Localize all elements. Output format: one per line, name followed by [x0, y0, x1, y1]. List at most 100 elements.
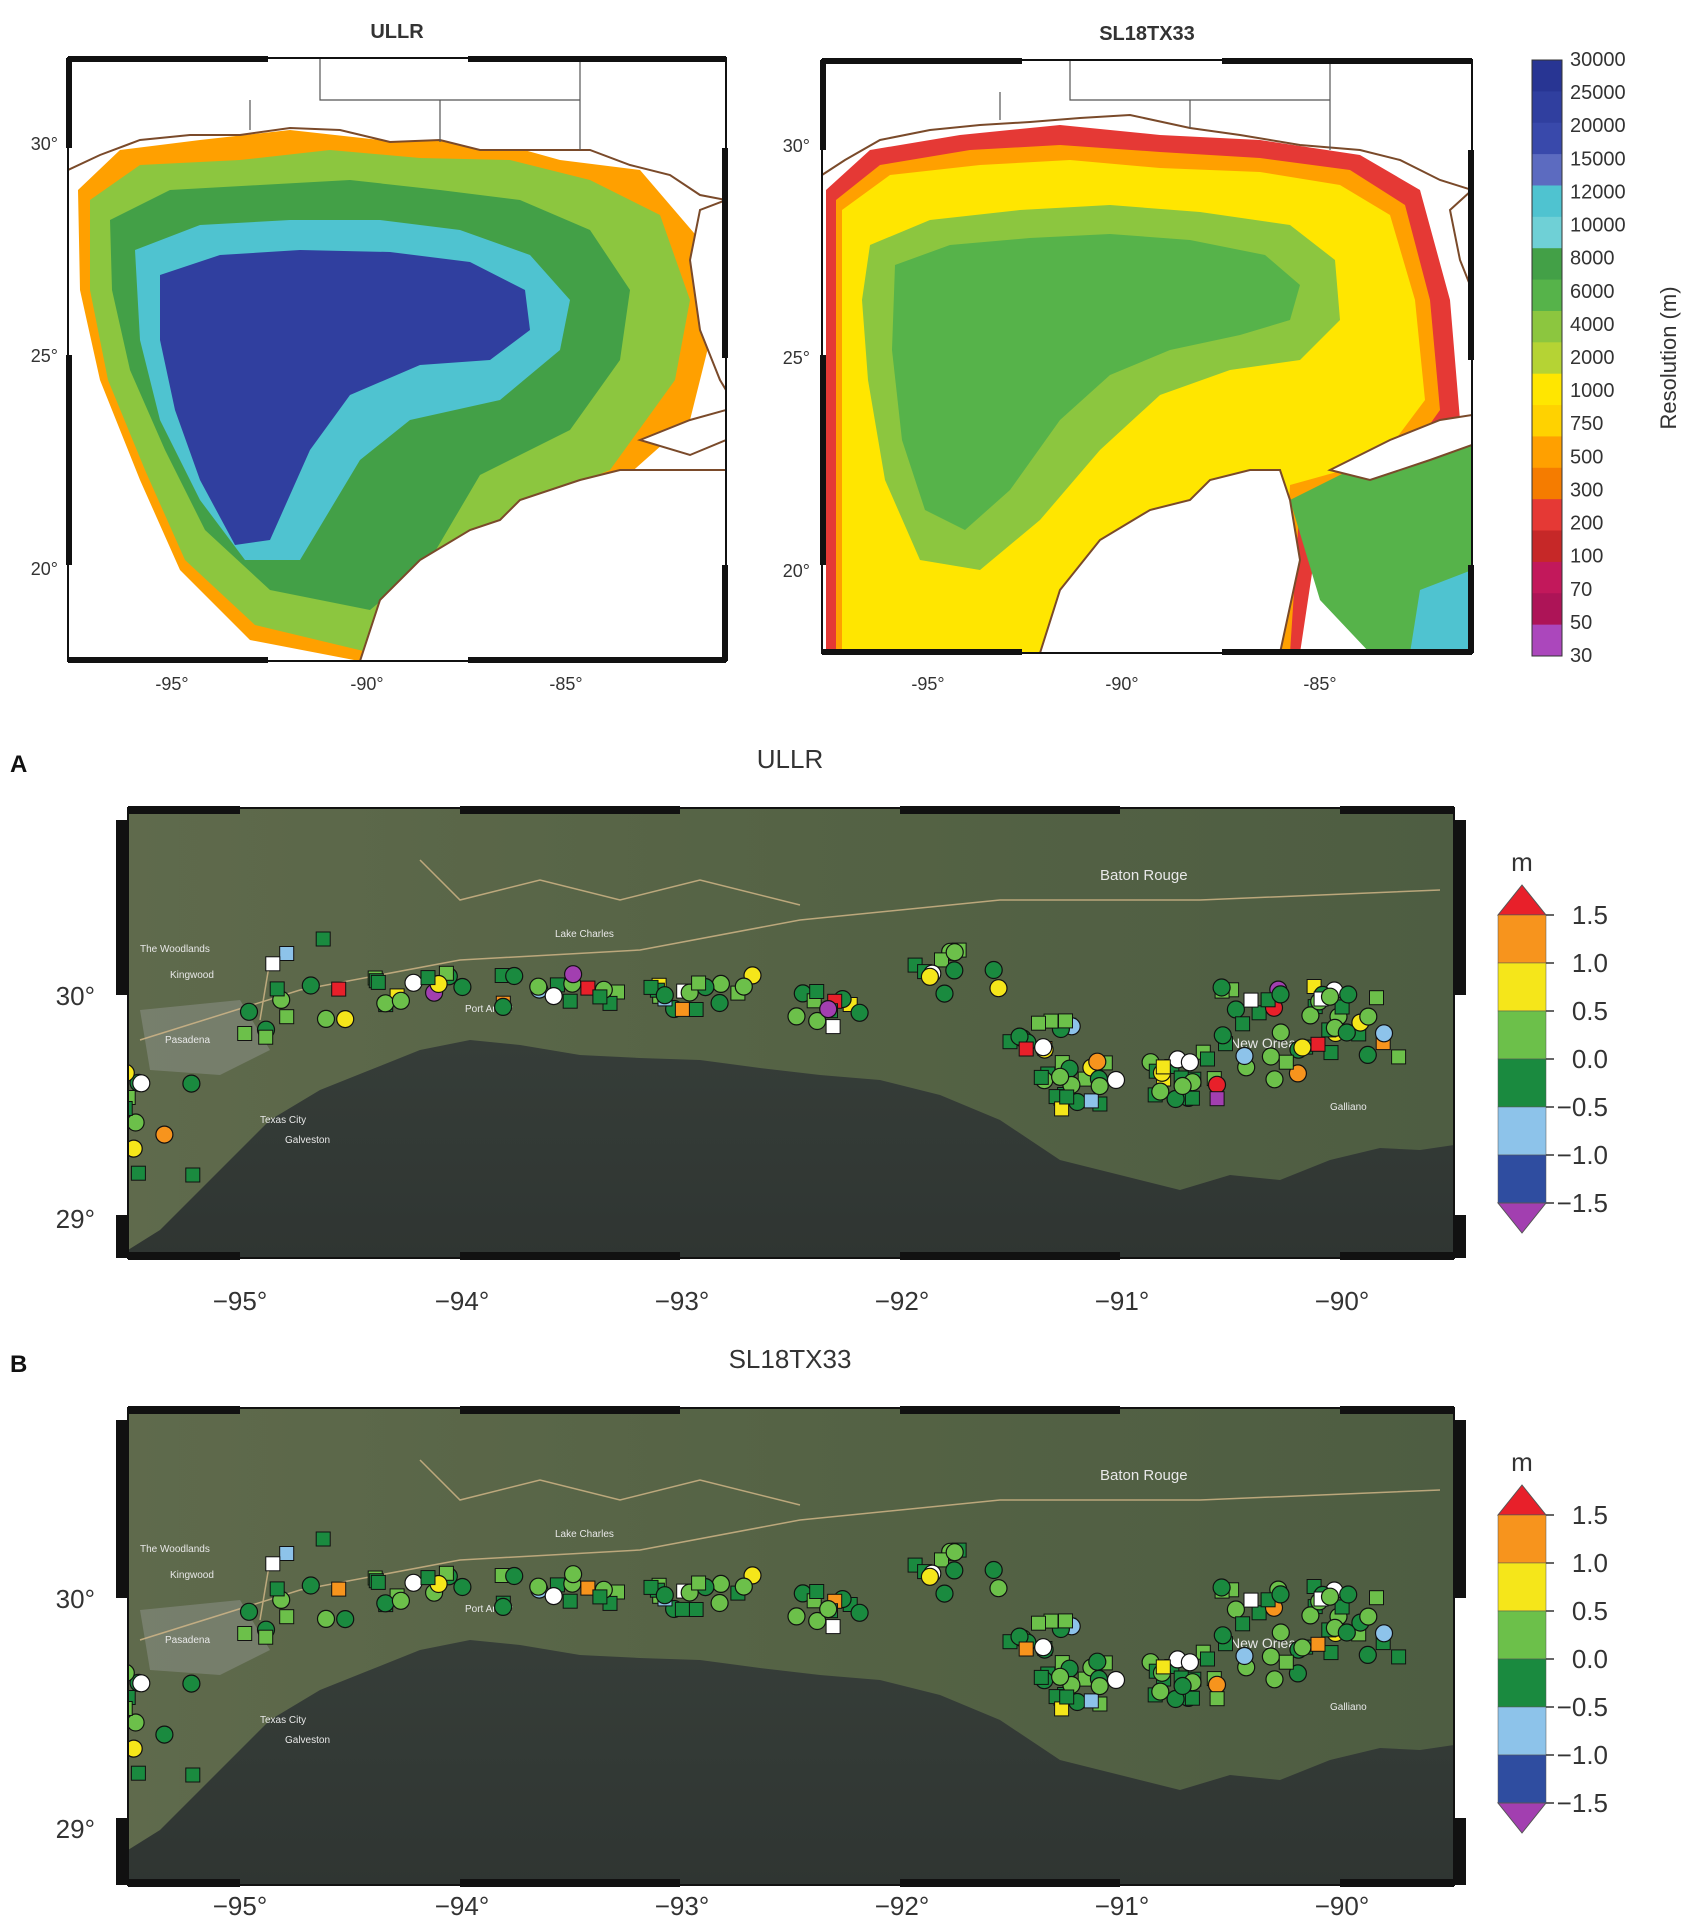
resolution-swatch-6 [1532, 248, 1562, 281]
gauge-marker [544, 1586, 563, 1606]
panel-a-place-port-arthur: Port Arthur [465, 1004, 513, 1015]
gauge-marker [1033, 1669, 1049, 1685]
panel-b-land [128, 1408, 1454, 1850]
resolution-swatch-14 [1532, 499, 1562, 532]
gauge-marker [562, 1593, 578, 1609]
resolution-swatch-15 [1532, 530, 1562, 563]
gauge-marker [1301, 1606, 1320, 1625]
gauge-marker [787, 1607, 806, 1626]
gauge-marker [494, 1597, 513, 1617]
error-colorbar-label: 1.0 [1572, 948, 1608, 978]
error-colorbar-swatch-1 [1497, 1562, 1547, 1612]
panel-a-lon-93: −93° [655, 1286, 710, 1316]
gauge-marker [315, 1531, 331, 1547]
sl18-inner-green [892, 234, 1300, 530]
gauge-marker [1320, 987, 1340, 1006]
gauge-marker [1207, 1675, 1227, 1694]
resolution-level-label: 6000 [1570, 281, 1615, 303]
gauge-marker [331, 1581, 347, 1597]
gauge-marker [1213, 1626, 1232, 1645]
gauge-marker [331, 981, 347, 997]
gauge-marker [1261, 1647, 1281, 1666]
gauge-marker [819, 1599, 838, 1619]
gauge-marker [562, 993, 578, 1009]
gauge-marker [370, 1574, 386, 1590]
sl18-lon-95: -95° [911, 674, 944, 694]
gauge-marker [529, 977, 548, 996]
gauge-marker [1359, 1007, 1378, 1026]
gauge-marker [563, 1565, 583, 1584]
gauge-marker [643, 1579, 659, 1595]
gauge-marker [279, 1009, 295, 1025]
error-colorbar-unit: m [1511, 1447, 1533, 1477]
error-colorbar-under-triangle [1496, 1802, 1548, 1834]
ullr-lon-85: -85° [549, 674, 582, 694]
resolution-level-label: 30000 [1570, 49, 1626, 71]
gauge-marker [1278, 1054, 1294, 1070]
gauge-marker [185, 1767, 201, 1783]
panel-a-frame [127, 807, 1455, 1259]
gauge-marker [301, 1576, 320, 1595]
gauge-marker [1050, 1667, 1070, 1686]
gauge-marker [279, 946, 295, 961]
gauge-marker [1323, 1645, 1339, 1661]
panel-b-place-labels: Baton Rouge Lake Charles Port Arthur Pas… [140, 1467, 1367, 1746]
resolution-colorbar-label: Resolution (m) [1656, 286, 1681, 429]
resolution-swatch-17 [1532, 593, 1562, 626]
error-colorbar-label: −1.5 [1557, 1788, 1608, 1818]
error-colorbar-over-triangle [1496, 884, 1548, 916]
gauge-marker [1090, 1076, 1109, 1096]
error-colorbar-label: 1.5 [1572, 1500, 1608, 1530]
gauge-marker [691, 975, 707, 991]
gauge-marker [1031, 1015, 1046, 1031]
gauge-marker [825, 1019, 841, 1035]
gauge-marker [128, 1701, 133, 1716]
panel-a-letter: A [10, 751, 27, 778]
error-colorbar-label: 0.5 [1572, 1596, 1608, 1626]
resolution-swatch-12 [1532, 436, 1562, 469]
panel-b-urban-houston [140, 1600, 270, 1675]
gauge-marker [391, 991, 410, 1010]
resolution-swatch-18 [1532, 624, 1562, 657]
resolution-colorbar-frame [1531, 59, 1563, 657]
ullr-lon-labels: -95° -90° -85° [155, 674, 582, 694]
ullr-lat-25: 25° [31, 346, 58, 366]
resolution-level-label: 30 [1570, 645, 1592, 667]
error-colorbar-swatch-4 [1497, 1106, 1547, 1156]
gauge-marker [279, 1609, 295, 1625]
ullr-yucatan [358, 469, 726, 661]
panel-a-frame-ticks [116, 806, 1466, 1260]
panel-a-lon-90: −90° [1315, 1286, 1370, 1316]
panel-a-place-woodlands: The Woodlands [140, 944, 210, 955]
ullr-map-frame-ticks [66, 56, 728, 663]
gauge-marker [711, 974, 731, 994]
panel-a-place-kingwood: Kingwood [170, 970, 214, 981]
gauge-marker [1155, 1059, 1171, 1075]
sl18-resolution-map: SL18TX33 30° 25° 20° [783, 23, 1474, 694]
panel-b-place-lake-charles: Lake Charles [555, 1529, 614, 1540]
gauge-marker [1151, 1082, 1170, 1101]
gauge-marker [1226, 1600, 1246, 1619]
gauge-marker [989, 979, 1008, 998]
gauge-marker [1337, 1623, 1356, 1642]
gauge-marker [1034, 1638, 1053, 1657]
error-colorbar-label: −1.0 [1557, 1140, 1608, 1170]
ullr-lon-95: -95° [155, 674, 188, 694]
gauge-marker [1207, 1075, 1227, 1094]
gauge-marker [132, 1674, 151, 1693]
gauge-marker [734, 977, 753, 996]
gauge-marker [945, 1543, 964, 1562]
gauge-marker [850, 1603, 869, 1622]
gauge-marker [1337, 1023, 1356, 1042]
gauge-marker [1059, 1689, 1075, 1705]
gauge-marker [920, 1567, 940, 1586]
gauge-marker [1339, 985, 1358, 1004]
gauge-marker [182, 1074, 201, 1093]
gauge-marker [92, 1178, 106, 1192]
resolution-level-label: 750 [1570, 413, 1603, 435]
resolution-swatch-16 [1532, 561, 1562, 594]
panel-b-place-woodlands: The Woodlands [140, 1544, 210, 1555]
error-colorbar-label: −1.5 [1557, 1188, 1608, 1218]
error-colorbar-swatch-2 [1497, 1610, 1547, 1660]
gauge-marker [1310, 1036, 1326, 1052]
